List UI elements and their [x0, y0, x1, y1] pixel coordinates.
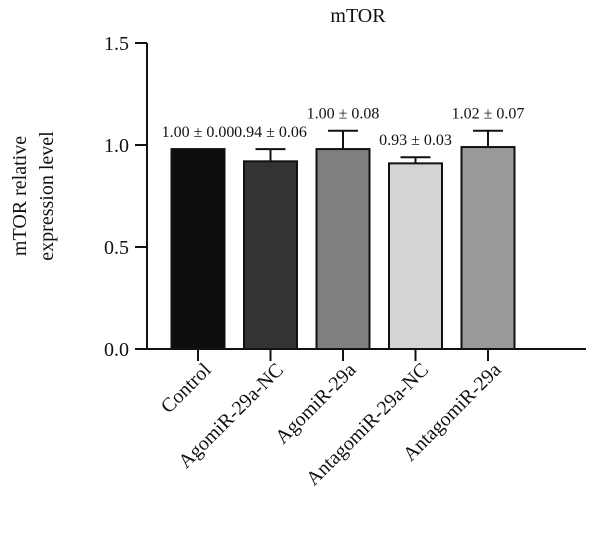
y-axis-label-line-1: mTOR relative: [9, 136, 31, 256]
data-label: 1.00 ± 0.08: [307, 106, 380, 123]
x-tick-label: AntagomiR-29a-NC: [302, 359, 433, 490]
data-label: 0.94 ± 0.06: [234, 124, 307, 141]
error-bars-group: [255, 129, 503, 164]
x-tick-label: Control: [157, 359, 216, 418]
data-label: 1.02 ± 0.07: [452, 106, 525, 123]
annotations-group: 1.00 ± 0.00 0.94 ± 0.061.00 ± 0.08 0.93 ± …: [162, 106, 525, 150]
bar: [315, 148, 371, 350]
y-ticks-group: 0.0 0.5 1.0 1.5: [104, 33, 147, 361]
bar: [170, 148, 226, 350]
bars-group: [170, 146, 516, 350]
data-label: 0.93 ± 0.03: [379, 132, 452, 149]
y-tick-label: 0.5: [104, 237, 129, 259]
bar: [388, 162, 443, 350]
bar: [460, 146, 516, 350]
y-tick-label: 1.5: [104, 33, 129, 55]
data-label: 1.00 ± 0.00: [162, 124, 235, 141]
bar: [243, 160, 298, 350]
x-tick-labels-group: ControlAgomiR-29a-NCAgomiR-29aAntagomiR-…: [157, 359, 506, 490]
y-axis-label-line-2: expression level: [36, 131, 58, 261]
y-tick-label: 1.0: [104, 135, 129, 157]
y-tick-label: 0.0: [104, 339, 129, 361]
chart-title: mTOR: [330, 5, 386, 27]
x-ticks-group: [197, 349, 489, 361]
